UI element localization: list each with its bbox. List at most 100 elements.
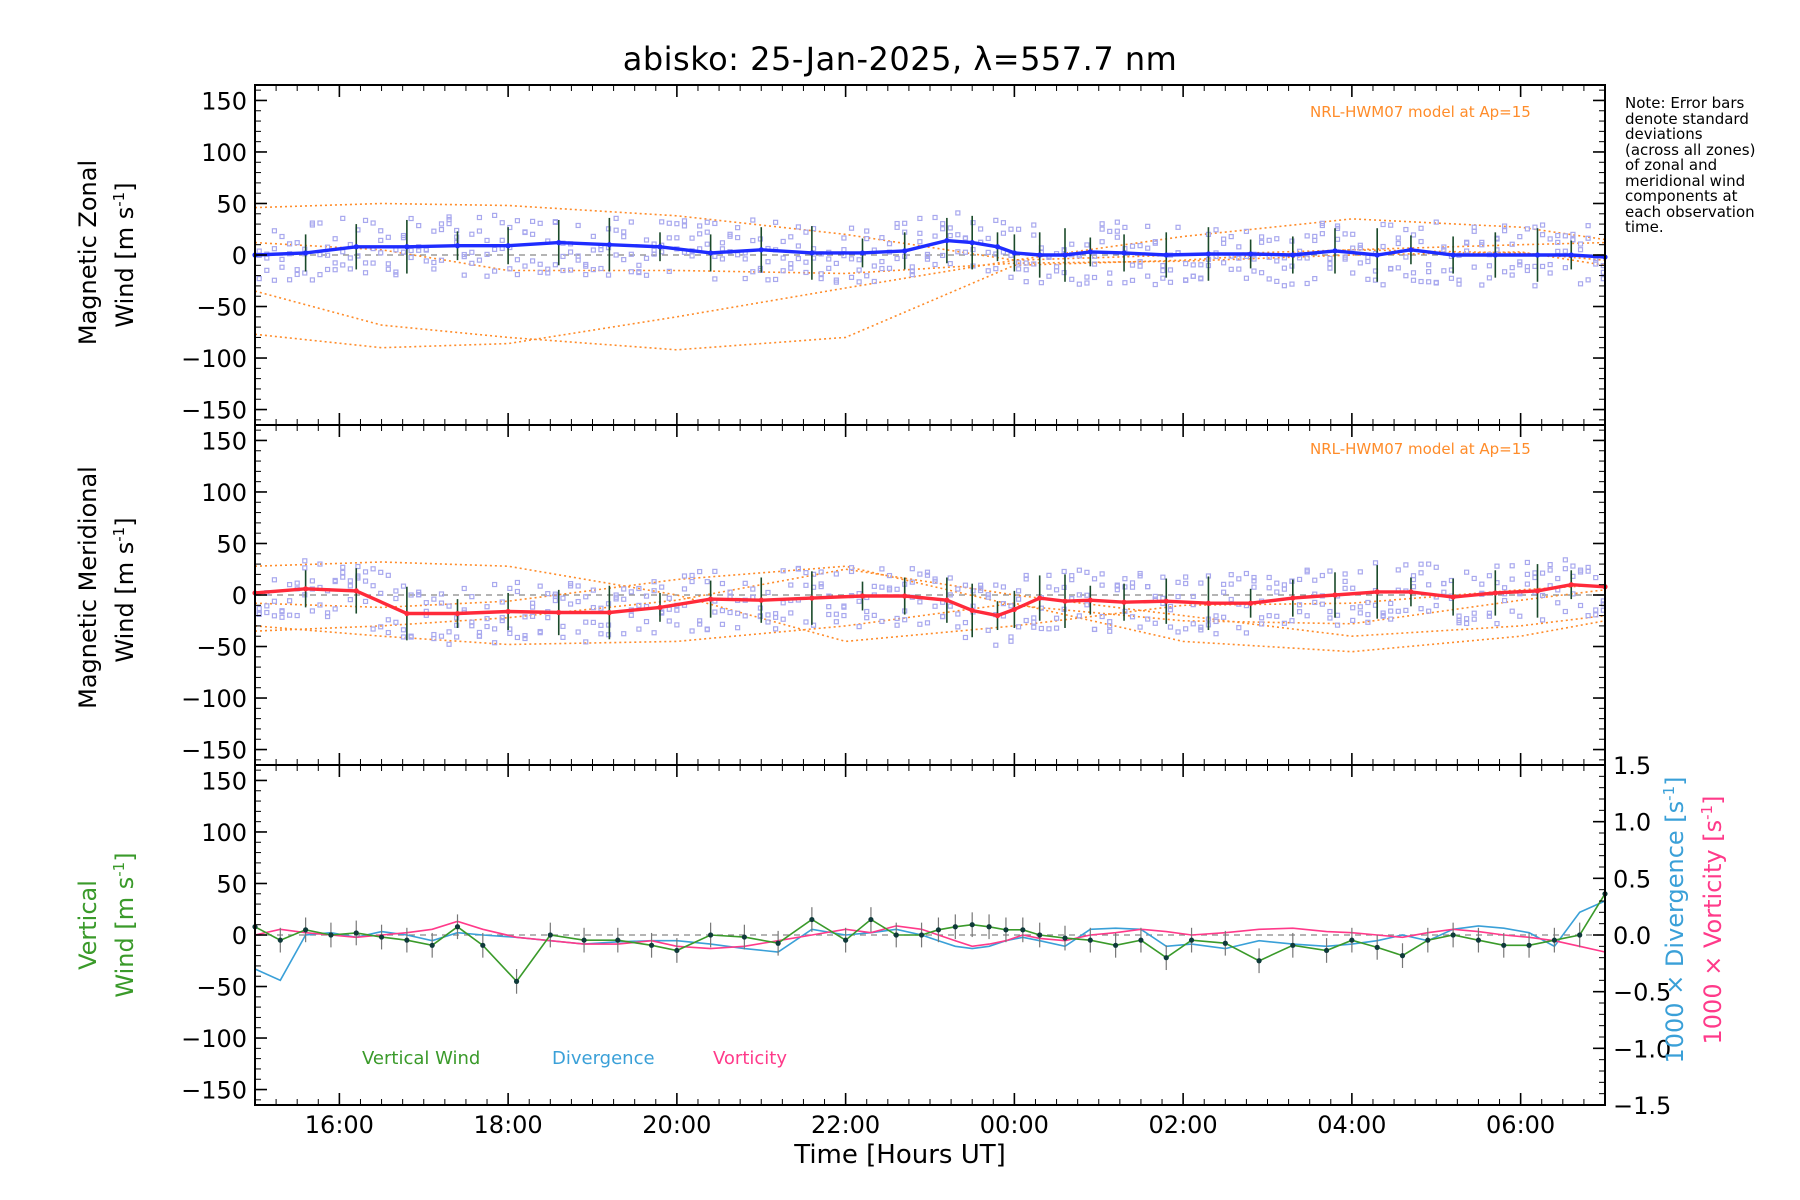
zone-sample-point: [1577, 281, 1584, 287]
zone-sample-point: [575, 257, 581, 263]
zone-sample-point: [1031, 261, 1037, 267]
zone-sample-point: [1304, 613, 1310, 619]
zone-sample-point: [393, 272, 399, 278]
data-point: [353, 588, 359, 594]
zone-sample-point: [735, 610, 741, 616]
zone-sample-point: [1350, 270, 1356, 276]
vertical-ylabel-line1: Vertical: [74, 880, 102, 970]
zone-sample-point: [286, 277, 293, 283]
zone-sample-point: [735, 225, 741, 231]
zone-sample-point: [590, 233, 596, 239]
zone-sample-point: [408, 592, 414, 598]
data-point: [1248, 600, 1254, 606]
zone-sample-point: [1266, 585, 1272, 591]
zone-sample-point: [1183, 626, 1189, 632]
zone-sample-point: [1426, 269, 1432, 275]
zone-sample-point: [924, 572, 931, 578]
zone-sample-point: [1365, 611, 1371, 618]
zone-sample-point: [947, 261, 953, 267]
zone-sample-point: [1395, 235, 1401, 241]
zone-sample-point: [940, 226, 946, 232]
zone-sample-point: [985, 627, 991, 633]
zone-sample-point: [1198, 580, 1204, 586]
zone-sample-point: [1122, 576, 1128, 582]
zone-sample-point: [1099, 239, 1105, 245]
y-tick-label: 50: [216, 530, 247, 558]
zone-sample-point: [1145, 616, 1151, 622]
zone-sample-point: [871, 612, 877, 618]
zone-sample-point: [499, 615, 505, 621]
zone-sample-point: [499, 220, 505, 226]
zone-sample-point: [727, 231, 733, 237]
vertical-wind-point: [303, 927, 309, 933]
zone-sample-point: [400, 627, 407, 633]
zone-sample-point: [1084, 274, 1090, 280]
zone-sample-point: [1395, 567, 1401, 573]
data-point: [454, 243, 461, 249]
zone-sample-point: [1031, 619, 1037, 625]
zone-sample-point: [552, 591, 558, 597]
zone-sample-point: [1091, 253, 1098, 259]
zone-sample-point: [803, 619, 809, 625]
data-point: [1011, 250, 1017, 256]
zone-sample-point: [1327, 255, 1333, 262]
zone-sample-point: [1570, 237, 1576, 243]
zone-sample-point: [643, 593, 650, 599]
zone-sample-point: [1380, 612, 1386, 619]
zone-sample-point: [1137, 570, 1143, 577]
zone-sample-point: [1046, 626, 1052, 632]
zone-sample-point: [302, 565, 308, 571]
zone-sample-point: [1334, 622, 1341, 628]
zone-sample-point: [1357, 242, 1363, 248]
zone-sample-point: [1350, 245, 1356, 251]
zone-sample-point: [1221, 260, 1227, 266]
zone-sample-point: [894, 220, 900, 227]
zone-sample-point: [492, 581, 498, 588]
zone-sample-point: [484, 623, 490, 630]
zone-sample-point: [1388, 608, 1394, 614]
zone-sample-point: [788, 265, 794, 271]
zone-sample-point: [1296, 576, 1303, 583]
zone-sample-point: [719, 621, 726, 627]
zone-sample-point: [856, 267, 862, 273]
zone-sample-point: [902, 220, 908, 226]
zone-sample-point: [1076, 592, 1082, 598]
zone-sample-point: [1289, 618, 1295, 624]
zone-sample-point: [1084, 602, 1090, 608]
zone-sample-point: [1190, 593, 1196, 600]
zone-sample-point: [590, 267, 596, 273]
zone-sample-point: [469, 249, 475, 255]
zone-sample-point: [666, 595, 672, 601]
zone-sample-point: [605, 601, 612, 607]
zone-sample-point: [841, 604, 847, 610]
zone-sample-point: [1486, 610, 1493, 616]
zone-sample-point: [286, 241, 293, 247]
meridional-wind-line: [254, 582, 1606, 618]
zone-sample-point: [864, 615, 870, 621]
zone-sample-point: [1426, 561, 1432, 567]
zone-sample-point: [757, 236, 764, 242]
zone-sample-point: [689, 235, 695, 241]
zone-sample-point: [1570, 231, 1576, 237]
zone-sample-point: [545, 270, 551, 276]
zone-sample-point: [742, 613, 748, 619]
zone-sample-point: [1471, 228, 1477, 234]
zone-sample-point: [1532, 574, 1538, 581]
zone-sample-point: [1145, 584, 1151, 590]
zone-sample-point: [1410, 584, 1417, 590]
zone-sample-point: [909, 269, 915, 275]
zone-sample-point: [378, 228, 384, 234]
zone-sample-point: [431, 596, 437, 602]
zone-sample-point: [864, 608, 870, 615]
zone-sample-point: [446, 641, 452, 647]
zone-sample-point: [1129, 580, 1136, 586]
zonal-model-label: NRL-HWM07 model at Ap=15: [1310, 103, 1531, 121]
zone-sample-point: [560, 634, 566, 640]
zone-sample-point: [674, 221, 680, 227]
zone-sample-point: [1053, 587, 1060, 593]
zone-sample-point: [1228, 233, 1234, 240]
zone-sample-point: [712, 568, 718, 574]
zone-sample-point: [1091, 274, 1098, 281]
zone-sample-point: [1167, 607, 1174, 613]
zone-sample-point: [1053, 615, 1060, 621]
